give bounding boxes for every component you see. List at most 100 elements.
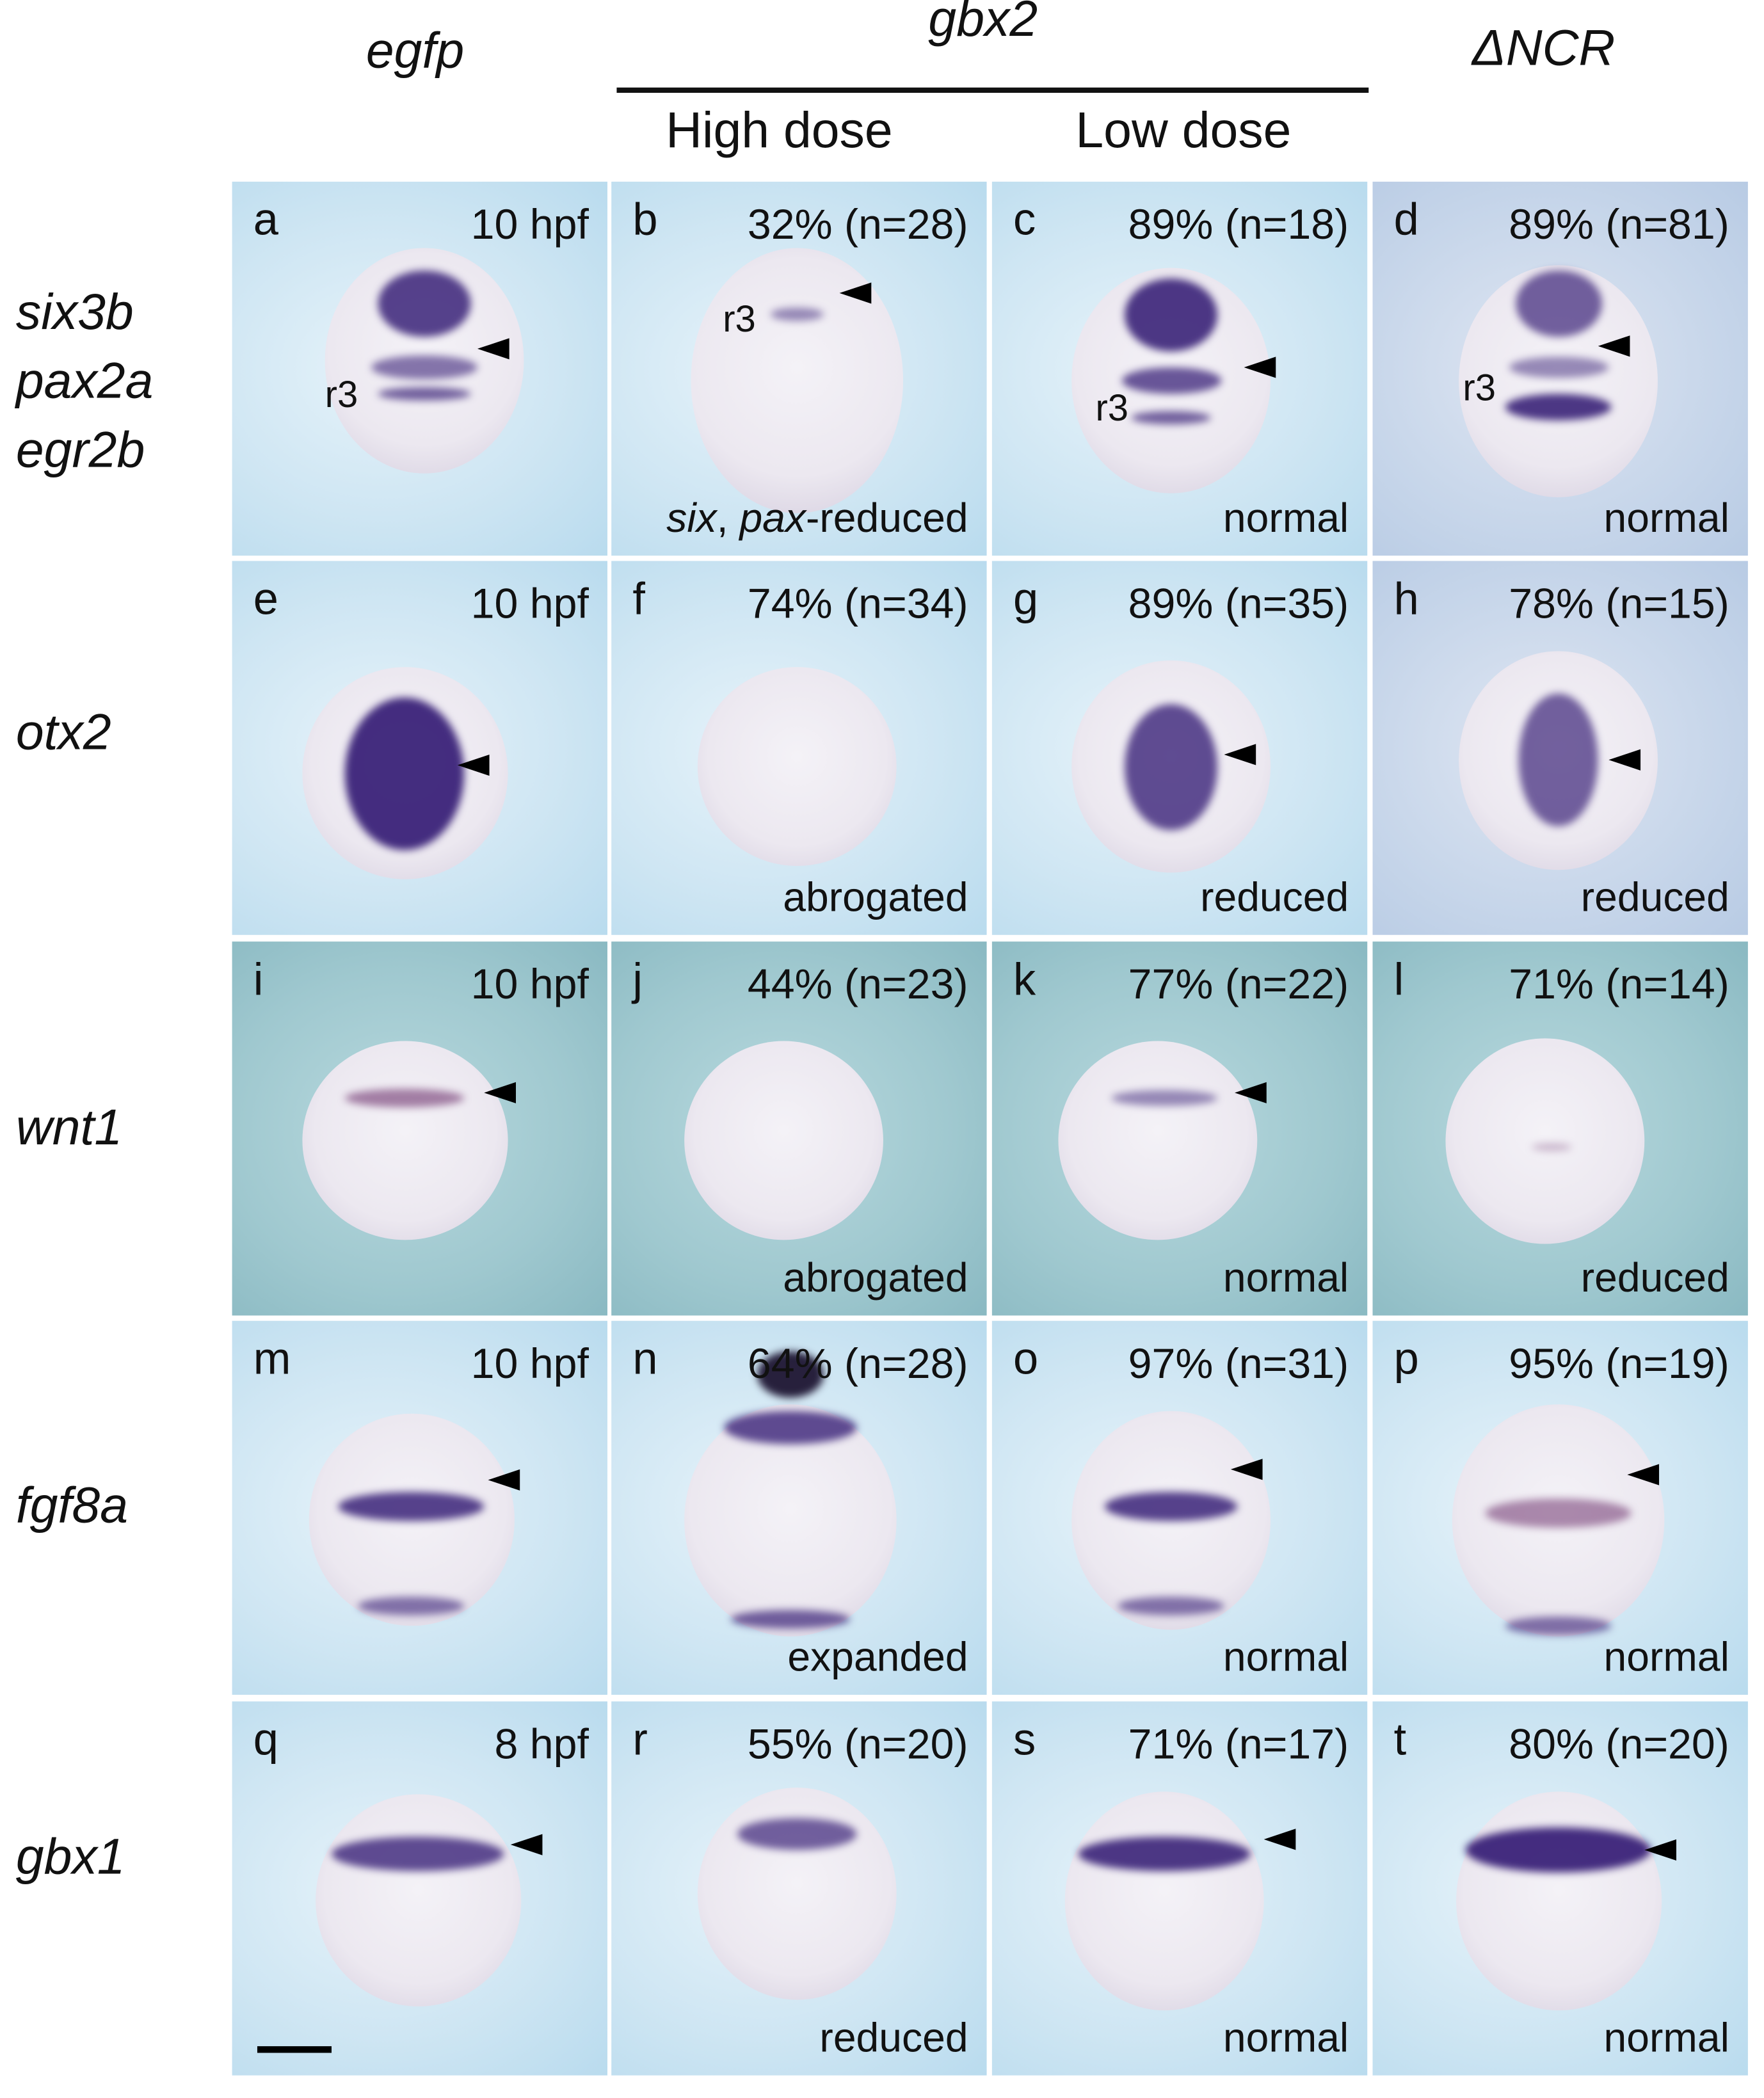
panel-info: 89% (n=35) (1128, 579, 1349, 628)
panel-q: q 8 hpf (232, 1701, 607, 2076)
panel-info: 74% (n=34) (747, 579, 968, 628)
phenotype-note: abrogated (783, 1254, 968, 1301)
stain-domain (1505, 1616, 1612, 1635)
note-part: pax (739, 494, 806, 541)
gene-label: six3b (15, 285, 134, 341)
embryo-image (1445, 1037, 1645, 1244)
arrowhead-icon (488, 1469, 520, 1491)
arrowhead-icon (839, 282, 872, 304)
panel-info: 8 hpf (494, 1720, 589, 1768)
panel-letter: q (253, 1715, 278, 1765)
panel-i: i 10 hpf (232, 941, 607, 1316)
stain-domain (1125, 278, 1218, 351)
embryo-image (315, 1794, 521, 2006)
phenotype-note: normal (1223, 1633, 1349, 1681)
arrowhead-icon (1608, 749, 1641, 771)
stain-domain (344, 696, 465, 850)
panel-letter: f (632, 574, 645, 625)
panel-letter: k (1013, 954, 1036, 1005)
phenotype-note: normal (1223, 494, 1349, 541)
panel-letter: d (1393, 195, 1419, 246)
column-header-high-dose: High dose (666, 103, 893, 159)
panel-info: 89% (n=81) (1509, 200, 1729, 248)
panel-letter: g (1013, 574, 1039, 625)
panel-letter: p (1393, 1334, 1419, 1385)
panel-letter: e (253, 574, 278, 625)
panel-l: l 71% (n=14) reduced (1372, 941, 1748, 1316)
panel-info: 10 hpf (470, 960, 589, 1008)
phenotype-note: normal (1223, 1254, 1349, 1301)
arrowhead-icon (510, 1834, 543, 1855)
stain-domain (338, 1492, 485, 1521)
stain-domain (1104, 1492, 1238, 1521)
panel-info: 80% (n=20) (1509, 1720, 1729, 1768)
panel-h: h 78% (n=15) reduced (1372, 561, 1748, 935)
gene-label: egr2b (15, 422, 145, 479)
panel-info: 71% (n=14) (1509, 960, 1729, 1008)
phenotype-note: normal (1603, 2014, 1729, 2061)
column-header-dncr: ΔNCR (1471, 21, 1616, 77)
panel-letter: h (1393, 574, 1419, 625)
stain-domain (1078, 1836, 1251, 1871)
r3-label: r3 (723, 298, 756, 340)
panel-e: e 10 hpf (232, 561, 607, 935)
arrowhead-icon (1235, 1082, 1267, 1103)
arrowhead-icon (1230, 1459, 1263, 1480)
column-header-low-dose: Low dose (1075, 103, 1292, 159)
panel-r: r 55% (n=20) reduced (611, 1701, 987, 2076)
phenotype-note: reduced (1580, 874, 1729, 920)
panel-letter: o (1013, 1334, 1039, 1385)
panel-letter: b (632, 195, 658, 246)
row-label-3: wnt1 (15, 1100, 123, 1157)
stain-domain (378, 270, 471, 337)
arrowhead-icon (1244, 356, 1276, 378)
arrowhead-icon (1627, 1464, 1660, 1485)
note-part: six (666, 494, 717, 541)
row-label-1: six3b pax2a egr2b (16, 278, 154, 485)
r3-label: r3 (1463, 367, 1496, 409)
panel-info: 32% (n=28) (747, 200, 968, 248)
stain-domain (1532, 1143, 1572, 1151)
stain-domain (730, 1610, 851, 1629)
stain-domain (1131, 411, 1211, 425)
phenotype-note: normal (1223, 2014, 1349, 2061)
stain-domain (371, 355, 477, 380)
stain-domain (1465, 1827, 1651, 1873)
panel-g: g 89% (n=35) reduced (991, 561, 1368, 935)
note-part: -reduced (806, 494, 968, 541)
panel-letter: a (253, 195, 278, 246)
stain-domain (1508, 356, 1608, 378)
stain-domain (1515, 270, 1601, 337)
stain-domain (1125, 703, 1218, 830)
panel-letter: s (1013, 1715, 1036, 1765)
stain-domain (1111, 1090, 1218, 1107)
panel-j: j 44% (n=23) abrogated (611, 941, 987, 1316)
embryo-image (301, 1041, 508, 1240)
stain-domain (332, 1836, 504, 1871)
arrowhead-icon (1644, 1839, 1677, 1861)
phenotype-note: reduced (1580, 1254, 1729, 1301)
phenotype-note: normal (1603, 494, 1729, 541)
stain-domain (1121, 367, 1221, 394)
stain-domain (737, 1818, 857, 1850)
panel-d: r3 d 89% (n=81) normal (1372, 181, 1748, 556)
arrowhead-icon (457, 754, 490, 776)
panel-info: 10 hpf (470, 1339, 589, 1388)
phenotype-note: expanded (787, 1633, 968, 1681)
panel-t: t 80% (n=20) normal (1372, 1701, 1748, 2076)
panel-letter: m (253, 1334, 291, 1385)
panel-n: n 64% (n=28) expanded (611, 1320, 987, 1695)
phenotype-note: normal (1603, 1633, 1729, 1681)
panel-letter: l (1393, 954, 1404, 1005)
panel-letter: c (1013, 195, 1036, 246)
arrowhead-icon (1224, 744, 1256, 765)
column-header-egfp: egfp (365, 24, 465, 80)
stain-domain (757, 1350, 824, 1397)
embryo-image (1064, 1791, 1264, 2010)
stain-domain (1518, 693, 1598, 826)
embryo-image (1058, 1041, 1258, 1240)
scale-bar (257, 2046, 332, 2053)
panel-o: o 97% (n=31) normal (991, 1320, 1368, 1695)
panel-info: 95% (n=19) (1509, 1339, 1729, 1388)
